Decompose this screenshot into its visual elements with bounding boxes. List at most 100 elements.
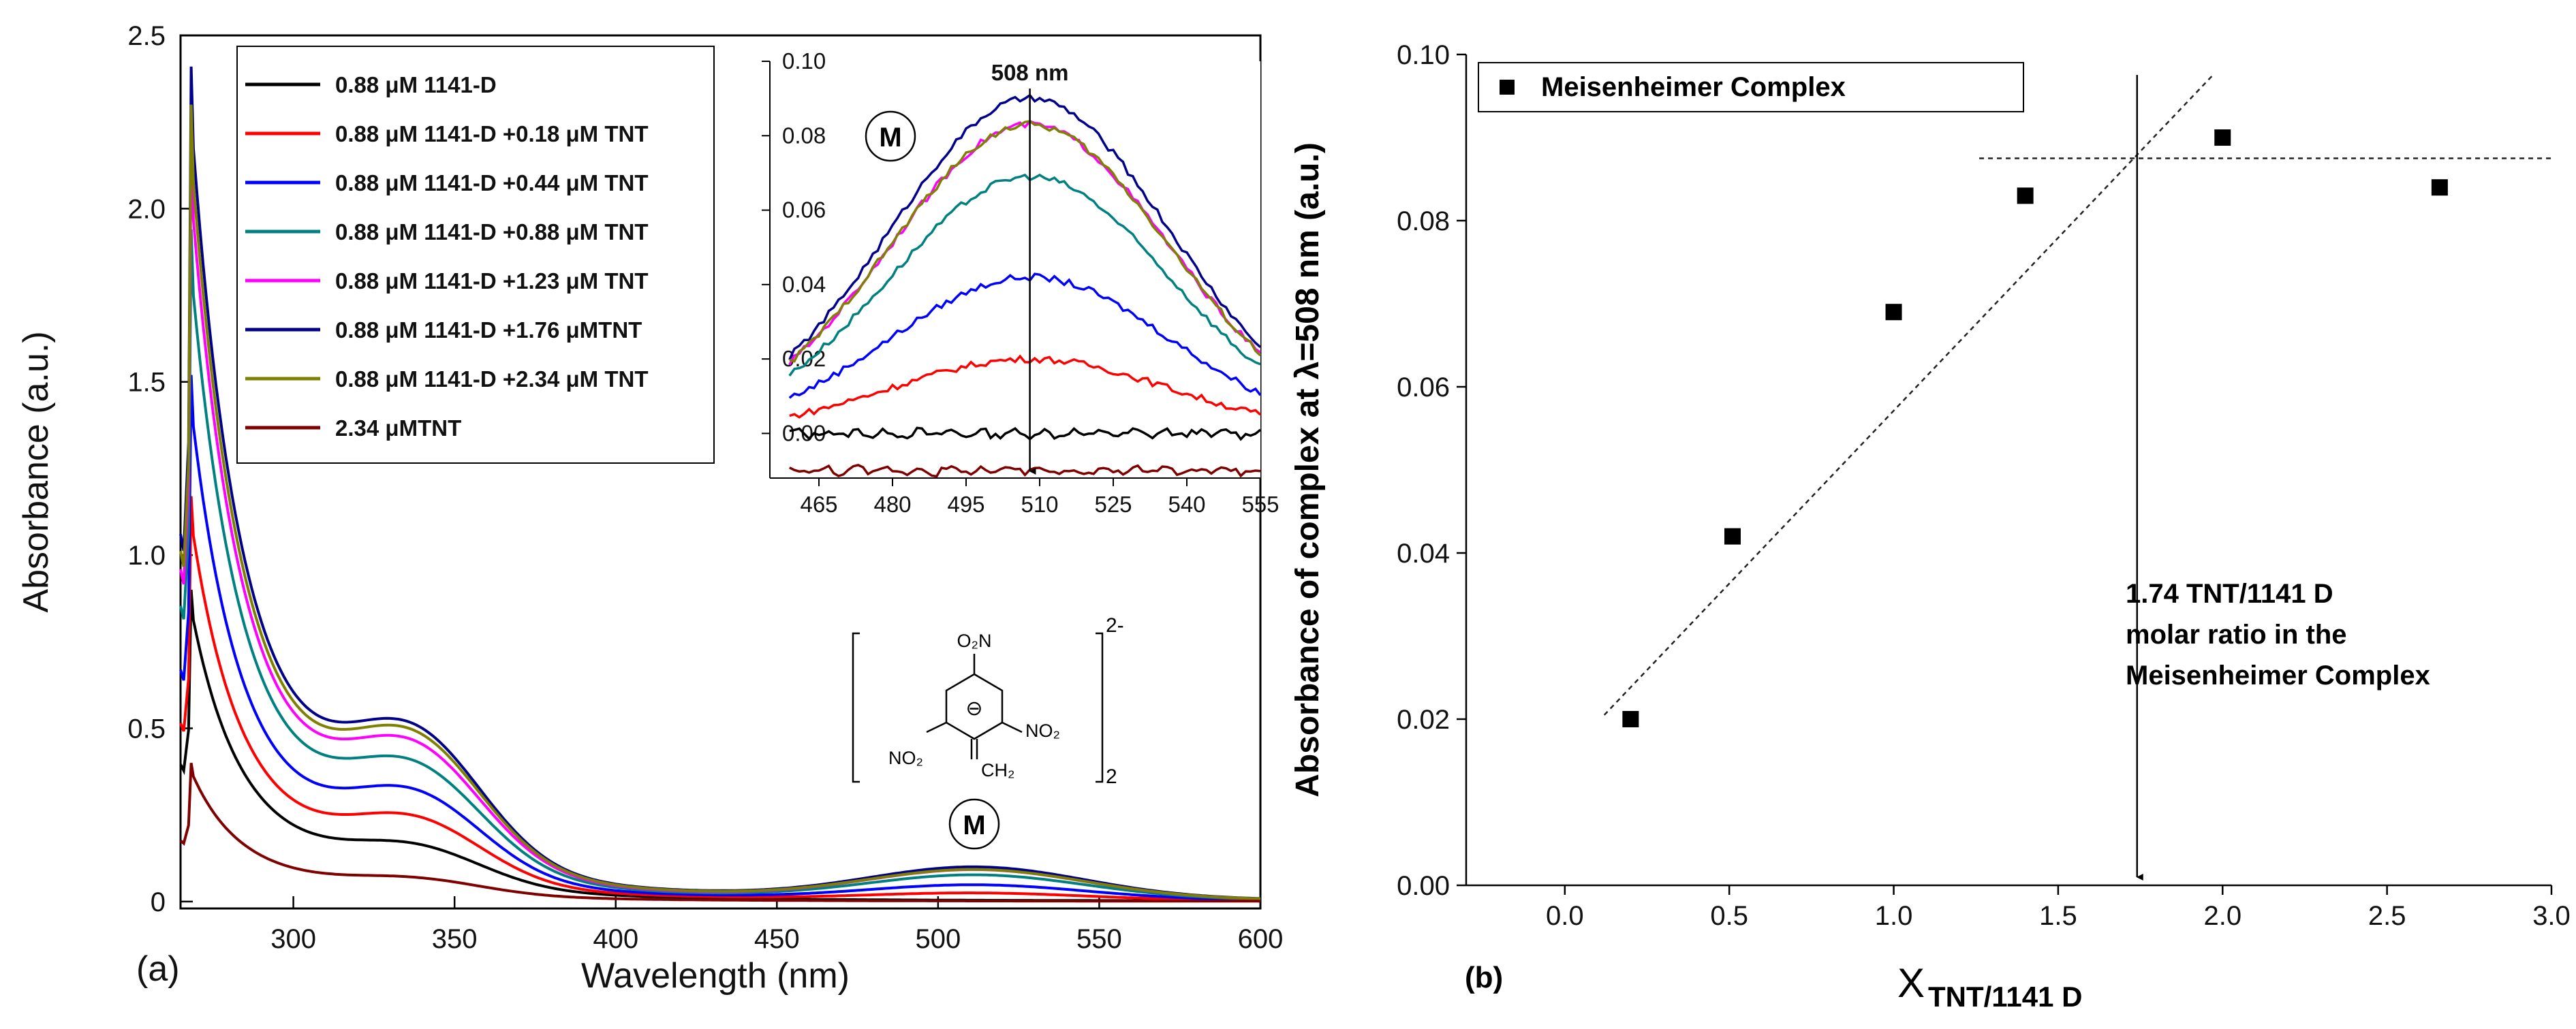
panel-a-legend: 0.88 μM 1141-D 0.88 μM 1141-D +0.18 μM TN… bbox=[236, 46, 715, 464]
inset-y-tick-label: 0.06 bbox=[782, 197, 826, 223]
panel-a-series bbox=[179, 66, 1261, 903]
a-x-tick-label: 450 bbox=[754, 924, 800, 954]
a-y-tick-label: 2.5 bbox=[127, 21, 166, 51]
inset-series-line-2 bbox=[789, 354, 1262, 419]
bond-left bbox=[926, 721, 947, 733]
series-line-8 bbox=[179, 762, 1261, 903]
panel-b-ticks: 0.0 0.5 1.0 1.5 2.0 2.5 3.0 0.00 0.02 0.04 0.06 0.0… bbox=[1397, 40, 2571, 931]
panel-b-x-label: X bbox=[1897, 960, 1925, 1006]
a-x-tick-label: 300 bbox=[270, 924, 316, 954]
inset-x-tick-label: 540 bbox=[1168, 492, 1205, 517]
a-y-tick-label: 2.0 bbox=[127, 194, 166, 224]
inset-x-tick-label: 465 bbox=[800, 492, 837, 517]
panel-b-legend: Meisenheimer Complex bbox=[1478, 62, 2024, 112]
b-y-tick-label: 0.02 bbox=[1397, 705, 1450, 735]
legend-label-6: 0.88 μM 1141-D +1.76 μMTNT bbox=[335, 317, 642, 343]
legend-label-4: 0.88 μM 1141-D +0.88 μM TNT bbox=[335, 219, 649, 244]
a-x-tick-label: 600 bbox=[1238, 924, 1284, 954]
panel-b-y-label: Absorbance of complex at λ=508 nm (a.u.) bbox=[1290, 142, 1326, 797]
inset-series bbox=[788, 93, 1262, 478]
series-line-7 bbox=[179, 104, 1261, 900]
panel-b-points bbox=[1622, 129, 2448, 727]
inset-x-tick-label: 510 bbox=[1021, 492, 1058, 517]
b-y-tick-label: 0.08 bbox=[1397, 206, 1450, 236]
panel-b-legend-box bbox=[1478, 62, 2024, 112]
inset-series-line-3 bbox=[788, 272, 1262, 399]
structure-no2-right: NO₂ bbox=[1025, 721, 1060, 741]
legend-label-5: 0.88 μM 1141-D +1.23 μM TNT bbox=[335, 268, 649, 294]
inset-x-tick-label: 495 bbox=[947, 492, 984, 517]
a-x-tick-label: 550 bbox=[1076, 924, 1122, 954]
inset-series-line-7 bbox=[789, 120, 1262, 363]
inset-series-line-4 bbox=[788, 173, 1261, 377]
b-x-tick-label: 3.0 bbox=[2532, 901, 2571, 931]
structure-m-label: M bbox=[963, 810, 985, 840]
data-point-6 bbox=[2431, 179, 2448, 196]
structure-o2n: O₂N bbox=[957, 631, 992, 651]
inset-peak-annotation: 508 nm bbox=[991, 60, 1069, 85]
inset-background bbox=[770, 61, 1260, 478]
inset-m-badge bbox=[865, 110, 916, 162]
structure-no2-left: NO₂ bbox=[888, 748, 923, 768]
a-y-tick-label: 1.5 bbox=[127, 368, 166, 398]
series-line-3 bbox=[179, 375, 1261, 902]
panel-b-legend-label: Meisenheimer Complex bbox=[1541, 72, 1846, 102]
b-x-tick-label: 0.5 bbox=[1710, 901, 1748, 931]
meisenheimer-structure: O₂N NO₂ NO₂ CH₂ ⊖ 2- 2 M bbox=[852, 614, 1124, 850]
panel-a-y-tick-labels: 0 0.5 1.0 1.5 2.0 2.5 bbox=[127, 21, 166, 917]
b-y-tick-label: 0.04 bbox=[1397, 539, 1450, 569]
structure-charge-symbol: ⊖ bbox=[965, 697, 982, 720]
fit-line bbox=[1603, 74, 2214, 716]
b-x-tick-label: 2.0 bbox=[2203, 901, 2241, 931]
structure-count: 2 bbox=[1106, 765, 1117, 788]
inset-x-tick-label: 480 bbox=[873, 492, 911, 517]
panel-a-y-label: Absorbance (a.u.) bbox=[16, 331, 56, 612]
annotation-line-1: 1.74 TNT/1141 D bbox=[2126, 579, 2333, 609]
structure-bracket-left bbox=[852, 632, 860, 783]
panel-b-panel-label: (b) bbox=[1465, 961, 1503, 994]
a-y-tick-label: 0 bbox=[151, 887, 166, 917]
panel-a-x-label: Wavelength (nm) bbox=[581, 956, 850, 996]
legend-label-3: 0.88 μM 1141-D +0.44 μM TNT bbox=[335, 170, 649, 195]
inset-y-tick-label: 0.08 bbox=[782, 123, 826, 148]
b-y-tick-label: 0.00 bbox=[1397, 871, 1450, 901]
bond-right bbox=[1002, 721, 1023, 733]
a-x-tick-label: 350 bbox=[432, 924, 478, 954]
panel-a-legend-box bbox=[236, 46, 715, 464]
data-point-4 bbox=[2017, 187, 2034, 204]
panel-b-legend-marker bbox=[1500, 80, 1515, 95]
a-x-tick-label: 400 bbox=[593, 924, 638, 954]
legend-label-7: 0.88 μM 1141-D +2.34 μM TNT bbox=[335, 366, 649, 392]
data-point-3 bbox=[1885, 304, 1902, 321]
structure-ch2: CH₂ bbox=[981, 760, 1014, 780]
inset-m-label: M bbox=[879, 123, 901, 153]
panel-a-panel-label: (a) bbox=[136, 949, 180, 989]
b-y-tick-label: 0.10 bbox=[1397, 40, 1450, 70]
inset-series-line-8 bbox=[789, 464, 1261, 478]
series-line-2 bbox=[179, 496, 1261, 902]
b-x-tick-label: 0.0 bbox=[1546, 901, 1584, 931]
panel-b-annotation: 1.74 TNT/1141 D molar ratio in the Meise… bbox=[2126, 579, 2430, 691]
panel-a-inset: 465 480 495 510 525 540 5550.000.020.040.060.0… bbox=[762, 48, 1279, 517]
legend-label-1: 0.88 μM 1141-D bbox=[335, 72, 497, 97]
panel-a: 300 350 400 450 500 550 600 0 0.5 1.0 1.5 2.0 2.5 W… bbox=[16, 21, 1283, 996]
a-y-tick-label: 1.0 bbox=[127, 541, 166, 571]
legend-label-8: 2.34 μMTNT bbox=[335, 415, 461, 441]
structure-m-badge bbox=[948, 798, 1000, 850]
inset-series-line-1 bbox=[789, 426, 1262, 441]
legend-label-2: 0.88 μM 1141-D +0.18 μM TNT bbox=[335, 121, 649, 146]
data-point-5 bbox=[2214, 129, 2231, 146]
panel-a-x-tick-labels: 300 350 400 450 500 550 600 bbox=[270, 924, 1283, 954]
data-point-2 bbox=[1724, 528, 1741, 545]
structure-charge: 2- bbox=[1106, 614, 1124, 637]
inset-y-tick-label: 0.04 bbox=[782, 272, 826, 297]
annotation-line-2: molar ratio in the bbox=[2126, 620, 2347, 650]
a-y-tick-label: 0.5 bbox=[127, 714, 166, 744]
b-x-tick-label: 1.0 bbox=[1875, 901, 1913, 931]
inset-series-line-6 bbox=[788, 93, 1262, 360]
annotation-line-3: Meisenheimer Complex bbox=[2126, 661, 2430, 691]
panel-b-x-label-sub: TNT/1141 D bbox=[1928, 981, 2082, 1013]
series-line-1 bbox=[179, 589, 1261, 902]
b-x-tick-label: 2.5 bbox=[2368, 901, 2406, 931]
